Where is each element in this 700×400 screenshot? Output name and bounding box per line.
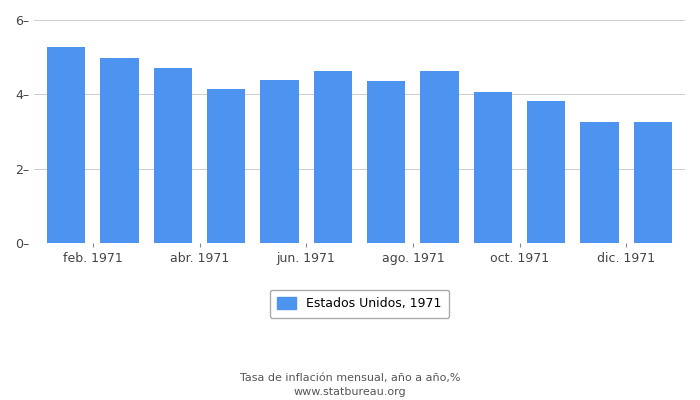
Bar — [153, 68, 192, 243]
Text: www.statbureau.org: www.statbureau.org — [294, 387, 406, 397]
Bar — [580, 122, 619, 243]
Bar — [527, 101, 566, 243]
Bar — [207, 89, 246, 243]
Bar — [260, 80, 299, 243]
Bar — [47, 47, 85, 243]
Text: Tasa de inflación mensual, año a año,%: Tasa de inflación mensual, año a año,% — [239, 373, 461, 383]
Bar — [367, 82, 405, 243]
Bar — [474, 92, 512, 243]
Bar — [314, 71, 352, 243]
Bar — [634, 122, 672, 243]
Bar — [100, 58, 139, 243]
Legend: Estados Unidos, 1971: Estados Unidos, 1971 — [270, 290, 449, 318]
Bar — [421, 71, 458, 243]
